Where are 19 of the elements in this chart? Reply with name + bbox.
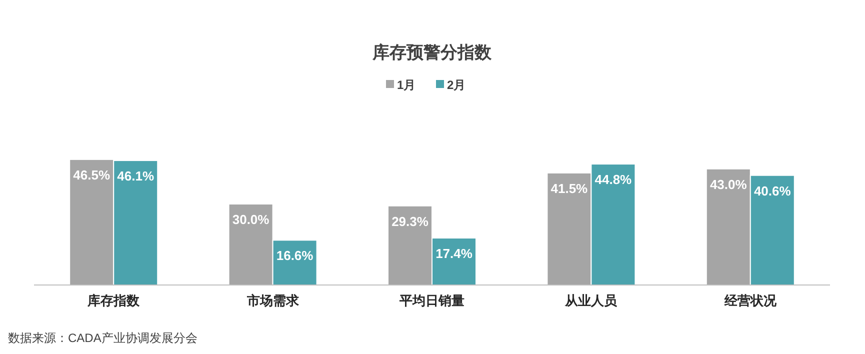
data-label: 30.0% [232, 212, 270, 227]
data-label: 44.8% [594, 172, 632, 188]
legend-label: 2月 [447, 78, 466, 92]
data-label: 43.0% [710, 176, 748, 192]
chart-title: 库存预警分指数 [372, 43, 492, 62]
data-label: 40.6% [754, 183, 792, 198]
data-label: 16.6% [276, 248, 314, 264]
x-tick-label: 从业人员 [564, 293, 618, 308]
x-tick-label: 库存指数 [86, 293, 141, 308]
data-label: 17.4% [436, 246, 473, 262]
x-tick-label: 经营状况 [723, 293, 778, 308]
x-tick-label: 市场需求 [246, 293, 300, 308]
data-label: 29.3% [392, 214, 429, 229]
source-note: 数据来源：CADA产业协调发展分会 [8, 331, 198, 345]
data-label: 41.5% [550, 180, 588, 196]
data-label: 46.5% [73, 167, 110, 182]
legend-label: 1月 [397, 78, 416, 92]
data-label: 46.1% [117, 168, 154, 184]
x-tick-label: 平均日销量 [398, 293, 464, 308]
